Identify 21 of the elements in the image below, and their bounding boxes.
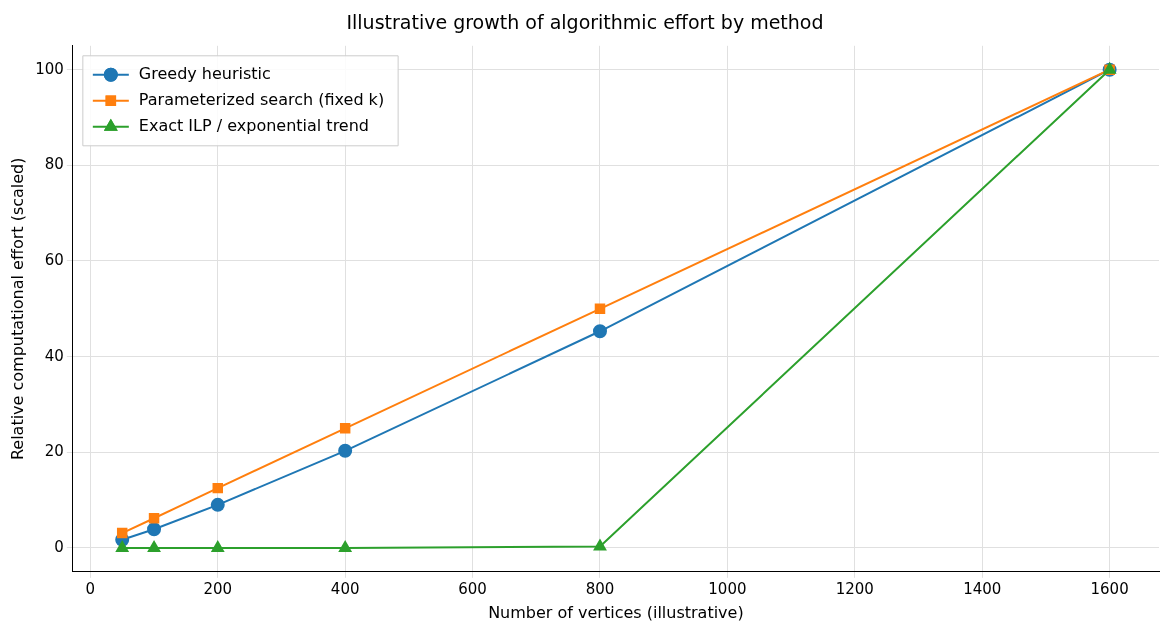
x-tick-label: 200 [203, 579, 233, 598]
x-tick-label: 400 [330, 579, 360, 598]
y-tick-label: 20 [44, 442, 64, 461]
x-tick-label: 600 [458, 579, 487, 598]
y-tick-label: 100 [35, 59, 64, 78]
x-tick-label: 1200 [835, 579, 874, 598]
y-axis-title: Relative computational effort (scaled) [7, 157, 27, 461]
x-tick-label: 0 [85, 579, 96, 598]
legend-label: Greedy heuristic [138, 63, 271, 83]
legend-label: Parameterized search (fixed k) [138, 89, 385, 109]
y-tick-label: 60 [44, 250, 64, 269]
x-tick-label: 1400 [963, 579, 1002, 598]
x-tick-label: 1600 [1090, 579, 1129, 598]
x-tick-label: 800 [585, 579, 615, 598]
y-tick-label: 40 [44, 346, 64, 365]
y-tick-label: 0 [54, 537, 64, 556]
chart-title: Illustrative growth of algorithmic effort by method [346, 11, 824, 34]
y-tick-label: 80 [44, 155, 64, 174]
legend-label: Exact ILP / exponential trend [138, 115, 370, 135]
x-axis-title: Number of vertices (illustrative) [488, 602, 744, 622]
x-tick-label: 1000 [708, 579, 747, 598]
